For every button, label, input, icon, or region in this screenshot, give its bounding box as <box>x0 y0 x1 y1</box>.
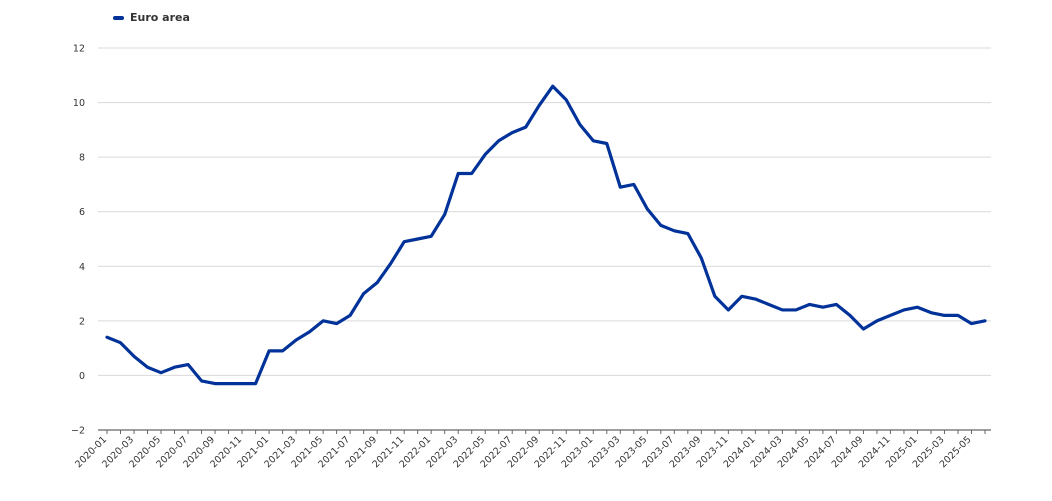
data-point <box>659 224 662 227</box>
data-point <box>416 237 419 240</box>
data-point <box>781 308 784 311</box>
data-point <box>686 232 689 235</box>
data-point <box>173 366 176 369</box>
data-point <box>186 363 189 366</box>
data-point <box>335 322 338 325</box>
data-point <box>605 142 608 145</box>
data-point <box>821 306 824 309</box>
data-point <box>767 303 770 306</box>
data-point <box>240 382 243 385</box>
y-tick-label: 8 <box>79 153 85 164</box>
legend-swatch-euro-area <box>113 15 124 20</box>
data-point <box>983 319 986 322</box>
data-point <box>322 319 325 322</box>
data-point <box>565 98 568 101</box>
data-point <box>443 213 446 216</box>
data-point <box>200 379 203 382</box>
y-tick-label: 0 <box>79 371 85 382</box>
data-point <box>524 126 527 129</box>
data-point <box>295 338 298 341</box>
data-point <box>713 295 716 298</box>
data-point <box>592 139 595 142</box>
legend-label-euro-area: Euro area <box>130 11 190 24</box>
data-point <box>430 235 433 238</box>
data-point <box>511 131 514 134</box>
data-point <box>646 207 649 210</box>
data-point <box>902 308 905 311</box>
data-point <box>754 297 757 300</box>
series-line-euro-area <box>105 84 987 386</box>
data-point <box>389 262 392 265</box>
data-point <box>578 123 581 126</box>
legend: Euro area <box>113 11 190 24</box>
data-point <box>267 349 270 352</box>
data-point <box>794 308 797 311</box>
data-point <box>929 311 932 314</box>
data-point <box>308 330 311 333</box>
data-point <box>943 314 946 317</box>
data-point <box>808 303 811 306</box>
data-point <box>538 104 541 107</box>
data-point <box>727 308 730 311</box>
y-tick-label: 2 <box>79 316 85 327</box>
y-tick-label: 6 <box>79 207 85 218</box>
data-point <box>349 314 352 317</box>
data-point <box>403 240 406 243</box>
data-point <box>132 355 135 358</box>
data-point <box>970 322 973 325</box>
data-point <box>619 186 622 189</box>
data-point <box>551 85 554 88</box>
data-point <box>835 303 838 306</box>
data-point <box>470 172 473 175</box>
y-tick-label: 12 <box>73 44 85 55</box>
data-point <box>281 349 284 352</box>
data-point <box>673 229 676 232</box>
data-point <box>632 183 635 186</box>
y-tick-label: 10 <box>73 98 85 109</box>
data-point <box>159 371 162 374</box>
data-point <box>146 366 149 369</box>
data-point <box>227 382 230 385</box>
data-point <box>484 153 487 156</box>
data-point <box>362 292 365 295</box>
data-point <box>497 139 500 142</box>
data-point <box>740 295 743 298</box>
y-tick-label: 4 <box>79 262 85 273</box>
data-point <box>457 172 460 175</box>
data-point <box>700 257 703 260</box>
data-point <box>956 314 959 317</box>
data-point <box>213 382 216 385</box>
data-point <box>916 306 919 309</box>
data-point <box>119 341 122 344</box>
data-point <box>848 314 851 317</box>
data-point <box>889 314 892 317</box>
data-point <box>875 319 878 322</box>
data-point <box>254 382 257 385</box>
data-point <box>862 327 865 330</box>
data-point <box>105 336 108 339</box>
y-tick-label: −2 <box>71 426 85 437</box>
data-point <box>376 281 379 284</box>
